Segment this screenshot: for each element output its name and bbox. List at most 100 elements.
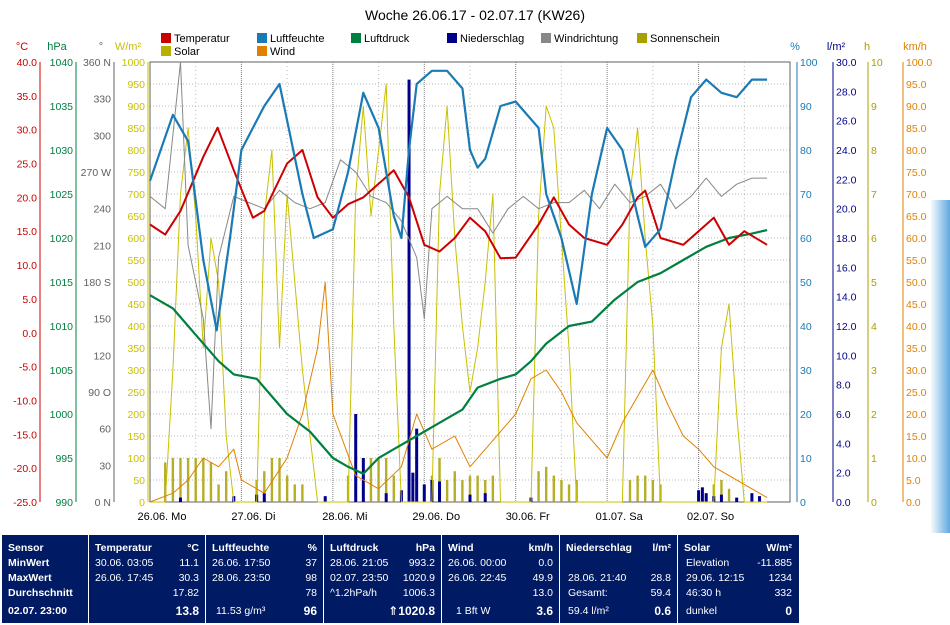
sunshine-bar — [720, 480, 723, 502]
rain-bar — [468, 494, 472, 502]
sunshine-bar — [217, 484, 220, 502]
sunshine-bar — [301, 484, 304, 502]
stats-solar-unit: W/m² — [766, 542, 792, 554]
legend-swatch-luftdruck — [351, 33, 361, 43]
tick-label-pressure: 1020 — [50, 233, 74, 245]
stats-rain-total-value: 59.4 — [650, 587, 671, 599]
stats-row-min-label: MinWert — [2, 556, 88, 571]
stats-press-avg: ^1.2hPa/h 1006.3 — [324, 586, 441, 601]
tick-label-direction: 360 N — [83, 57, 111, 69]
stats-temp-header-text: Temperatur — [95, 542, 152, 554]
legend-label-luftfeuchte: Luftfeuchte — [270, 33, 325, 45]
tick-label-rain: 0.0 — [836, 497, 851, 509]
legend-swatch-windrichtung — [541, 33, 551, 43]
tick-label-direction: 300 — [93, 130, 111, 142]
tick-label-solar: 750 — [127, 167, 145, 179]
rain-bar — [758, 496, 762, 502]
axis-unit-rain: l/m² — [827, 41, 846, 53]
sunshine-bar — [171, 458, 175, 502]
desktop-background — [930, 200, 950, 625]
tick-label-sun: 1 — [871, 453, 877, 465]
tick-label-pressure: 1015 — [50, 277, 74, 289]
sunshine-bar — [194, 458, 197, 502]
tick-label-sun: 3 — [871, 365, 877, 377]
stats-sensor-header-text: Sensor — [8, 542, 44, 554]
tick-label-humidity: 40 — [800, 321, 812, 333]
tick-label-rain: 12.0 — [836, 321, 857, 333]
tick-label-solar: 650 — [127, 211, 145, 223]
tick-label-temp: -20.0 — [13, 463, 37, 475]
x-tick-label: 29.06. Do — [412, 511, 460, 523]
stats-solar-current: dunkel 0 — [678, 604, 798, 619]
legend-wind: Wind — [257, 46, 295, 58]
stats-temp-unit: °C — [187, 542, 199, 554]
tick-label-solar: 300 — [127, 365, 145, 377]
axis-unit-sun: h — [864, 41, 870, 53]
stats-wind-min: 26.06. 00:00 0.0 — [442, 556, 559, 571]
tick-label-sun: 4 — [871, 321, 877, 333]
stats-solar-avg-value: 332 — [774, 587, 792, 599]
legend-swatch-sonnenschein — [637, 33, 647, 43]
chart-title: Woche 26.06.17 - 02.07.17 (KW26) — [365, 7, 585, 23]
stats-hum-unit: % — [307, 542, 317, 554]
axis-unit-humidity: % — [790, 41, 800, 53]
tick-label-solar: 100 — [127, 453, 145, 465]
tick-label-direction: 330 — [93, 94, 111, 106]
stats-solar-max: 29.06. 12:15 1234 — [678, 571, 798, 586]
stats-press-current-value: 1020.8 — [398, 604, 435, 618]
sunshine-bar — [293, 484, 296, 502]
tick-label-humidity: 30 — [800, 365, 812, 377]
tick-label-humidity: 90 — [800, 101, 812, 113]
stats-sensor-header: Sensor — [2, 541, 88, 556]
tick-label-direction: 210 — [93, 240, 111, 252]
tick-label-rain: 4.0 — [836, 438, 851, 450]
stats-wind-bft: 1 Bft W — [456, 605, 491, 617]
tick-label-wind: 60.0 — [906, 233, 927, 245]
stats-solar-header-text: Solar — [684, 542, 711, 554]
tick-label-temp: 15.0 — [17, 226, 38, 238]
stats-press-trend: ^1.2hPa/h — [330, 587, 377, 599]
stats-press-min-value: 993.2 — [408, 557, 435, 569]
tick-label-wind: 35.0 — [906, 343, 927, 355]
stats-hum-current: 11.53 g/m³ 96 — [206, 604, 323, 619]
tick-label-direction: 90 O — [88, 387, 111, 399]
stats-wind-max-time: 26.06. 22:45 — [448, 572, 507, 584]
x-tick-label: 02.07. So — [687, 511, 734, 523]
tick-label-rain: 24.0 — [836, 145, 857, 157]
tick-label-direction: 270 W — [81, 167, 111, 179]
rain-bar — [697, 490, 701, 502]
tick-label-solar: 150 — [127, 431, 145, 443]
tick-label-temp: 10.0 — [17, 260, 38, 272]
tick-label-wind: 10.0 — [906, 453, 927, 465]
x-tick-label: 30.06. Fr — [506, 511, 550, 523]
x-tick-label: 27.06. Di — [231, 511, 275, 523]
tick-label-wind: 15.0 — [906, 431, 927, 443]
tick-label-temp: 35.0 — [17, 91, 38, 103]
rain-bar — [704, 493, 708, 502]
tick-label-sun: 7 — [871, 189, 877, 201]
sunshine-bar — [278, 458, 281, 502]
stats-hum-max-time: 28.06. 23:50 — [212, 572, 271, 584]
tick-label-humidity: 60 — [800, 233, 812, 245]
sunshine-bar — [270, 458, 274, 502]
legend-windrichtung: Windrichtung — [541, 33, 618, 45]
sunshine-bar — [438, 458, 441, 502]
stats-max-label: MaxWert — [8, 572, 52, 584]
stats-wind-header-text: Wind — [448, 542, 474, 554]
stats-solar-elev-value: -11.885 — [757, 557, 792, 569]
stats-hum-max-value: 98 — [305, 572, 317, 584]
tick-label-direction: 240 — [93, 204, 111, 216]
stats-hum-abs-value: 11.53 g/m³ — [216, 605, 266, 617]
stats-hum-min-time: 26.06. 17:50 — [212, 557, 271, 569]
tick-label-sun: 6 — [871, 233, 877, 245]
tick-label-humidity: 0 — [800, 497, 806, 509]
legend-label-solar: Solar — [174, 46, 200, 58]
tick-label-wind: 85.0 — [906, 123, 927, 135]
sunshine-bar — [164, 462, 167, 502]
tick-label-wind: 30.0 — [906, 365, 927, 377]
tick-label-rain: 22.0 — [836, 174, 857, 186]
legend-sonnenschein: Sonnenschein — [637, 33, 720, 45]
pressure-trend-arrow-icon: ⇑ — [388, 604, 399, 618]
tick-label-wind: 65.0 — [906, 211, 927, 223]
sunshine-bar — [552, 475, 556, 502]
